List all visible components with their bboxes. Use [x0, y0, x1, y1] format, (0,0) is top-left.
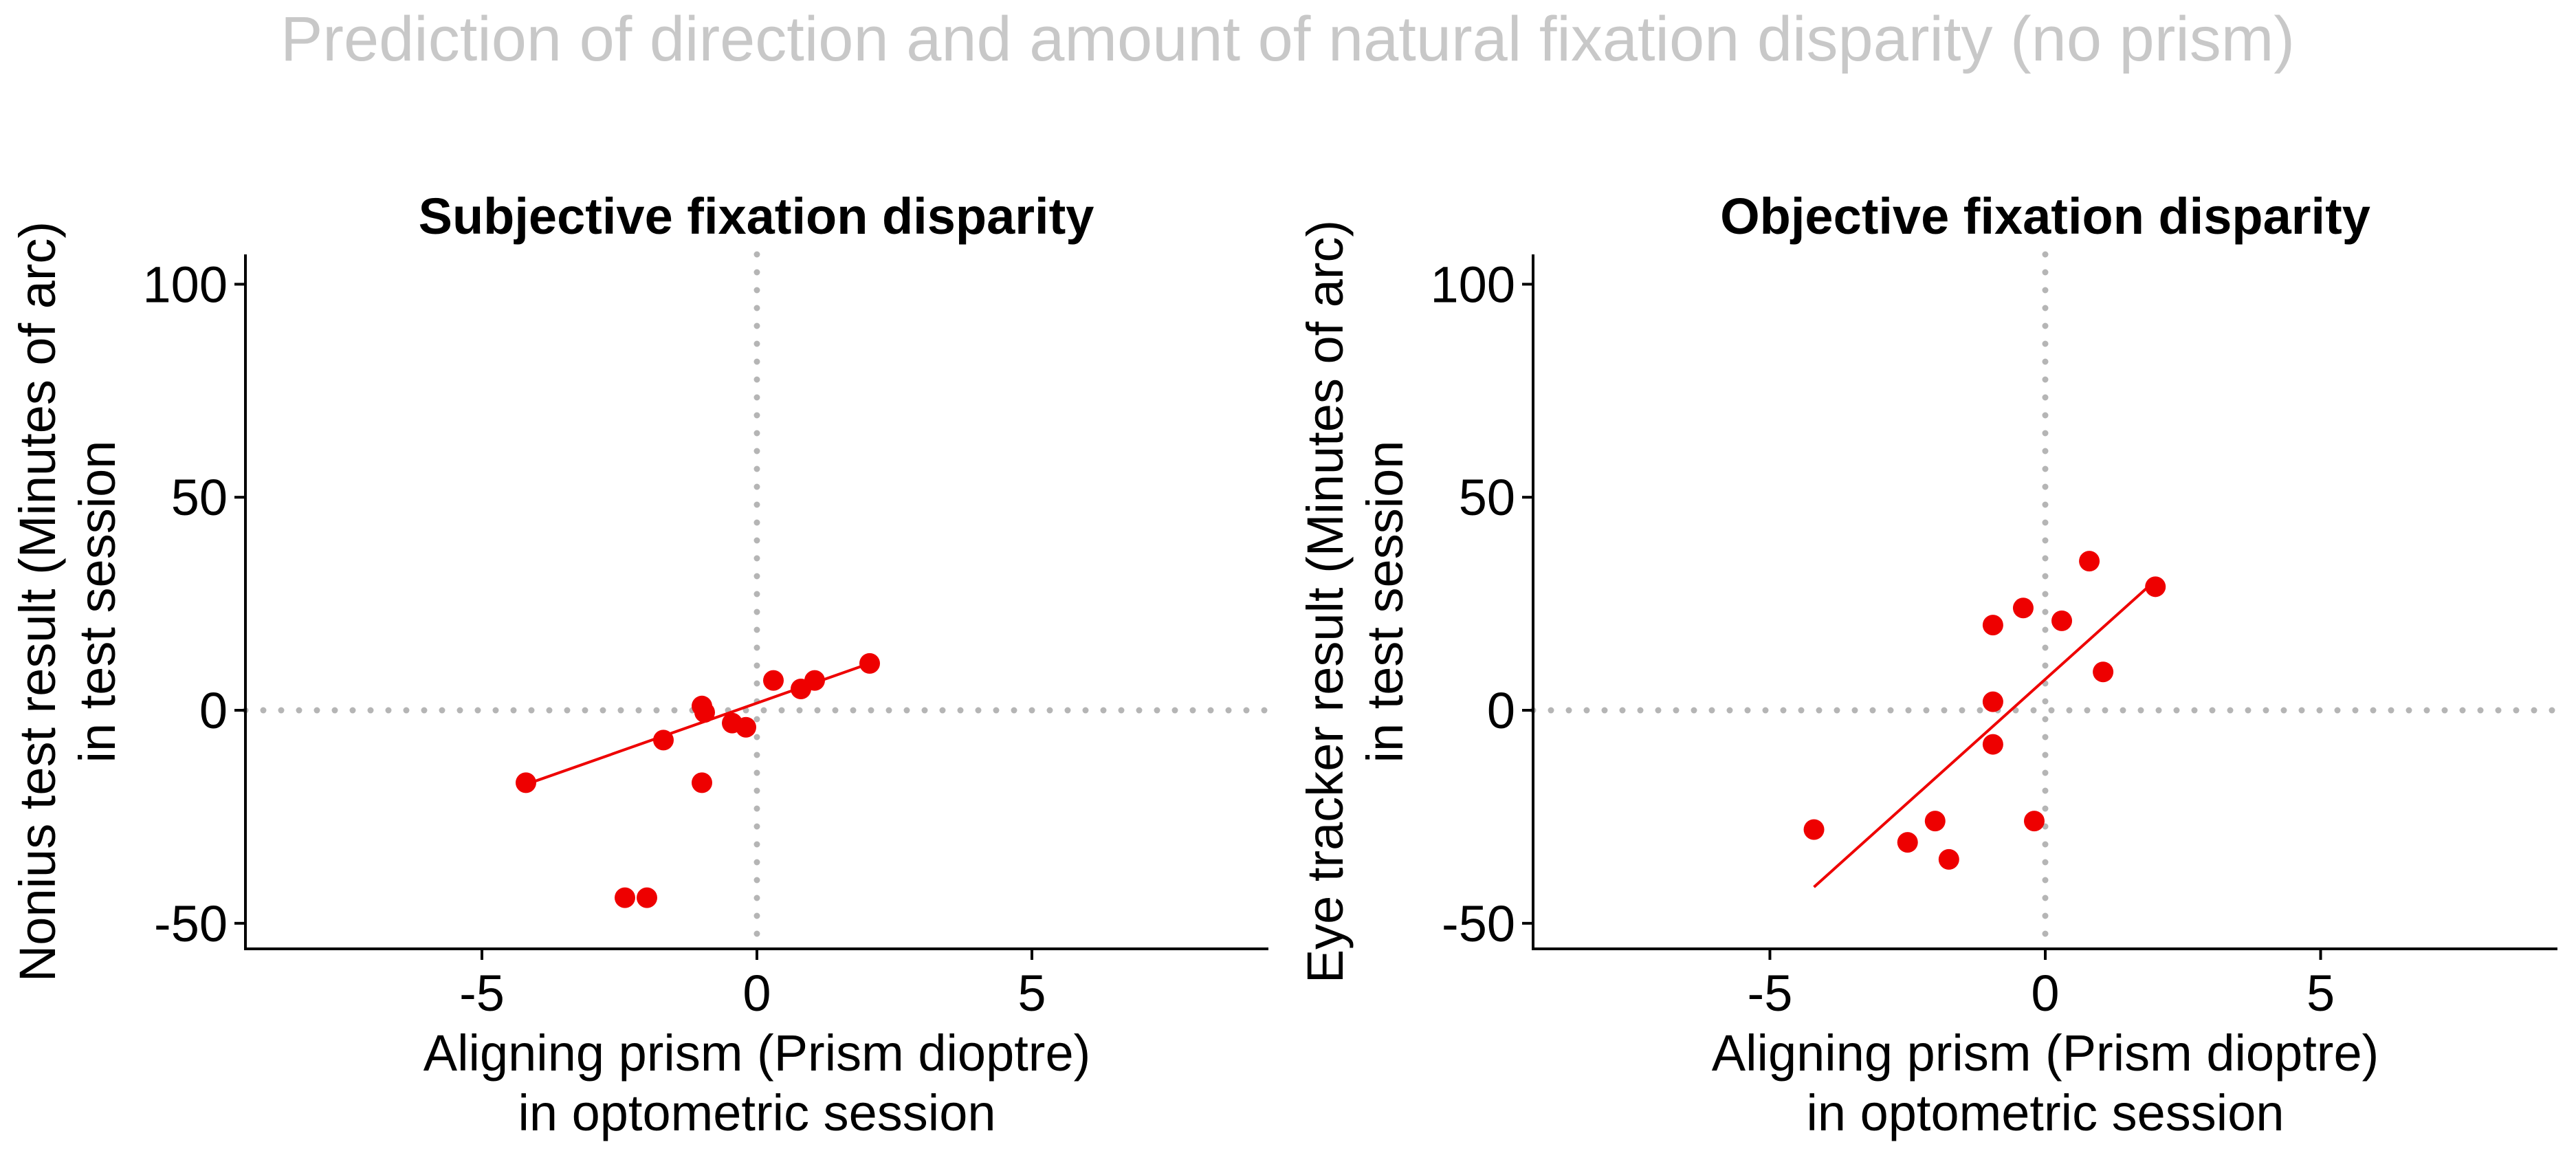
chart1-xtick-label: 5: [2307, 965, 2335, 1022]
chart1-ytick-label: 100: [1431, 256, 1515, 313]
chart0-ytick-label: 100: [143, 256, 228, 313]
chart0-data-point: [763, 670, 784, 691]
chart1-title: Objective fixation disparity: [1720, 188, 2370, 245]
chart0-ytick-label: 0: [199, 682, 228, 739]
chart0-data-point: [694, 702, 715, 723]
figure-title: Prediction of direction and amount of na…: [280, 4, 2295, 74]
chart1-data-point: [2145, 576, 2166, 598]
chart0-data-point: [615, 887, 635, 908]
chart1-xlabel-line: in optometric session: [1806, 1084, 2284, 1141]
chart1-data-point: [1982, 691, 2003, 712]
chart0-ytick-label: 50: [171, 469, 228, 526]
chart1-fit-line: [1813, 579, 2157, 888]
chart1-data-point: [1982, 734, 2003, 755]
chart1-ylabel-line: in test session: [1356, 441, 1413, 763]
panel-subjective-fixation-disparity: Subjective fixation disparity-50050100-5…: [9, 188, 1272, 1141]
chart1-xlabel-line: Aligning prism (Prism dioptre): [1712, 1024, 2379, 1082]
chart1-ytick-label: 50: [1459, 469, 1515, 526]
chart1-ytick-label: 0: [1487, 682, 1515, 739]
chart0-xtick-label: 5: [1017, 965, 1046, 1022]
chart0-data-point: [804, 670, 825, 691]
chart1-data-point: [1803, 819, 1825, 840]
chart1-data-point: [1897, 832, 1918, 853]
chart0-ylabel-line: Nonius test result (Minutes of arc): [9, 221, 66, 982]
chart1-data-point: [2012, 598, 2034, 619]
chart1-data-point: [1938, 848, 1959, 870]
chart0-xlabel-line: Aligning prism (Prism dioptre): [423, 1024, 1091, 1082]
chart0-title: Subjective fixation disparity: [419, 188, 1094, 245]
chart0-ytick-label: -50: [154, 895, 228, 952]
chart1-data-point: [2079, 551, 2100, 572]
chart0-data-point: [859, 653, 880, 674]
chart0-data-point: [516, 772, 536, 793]
chart0-xlabel-line: in optometric session: [518, 1084, 995, 1141]
chart0-data-point: [653, 730, 674, 751]
chart1-data-point: [2023, 811, 2045, 832]
chart1-data-point: [1982, 615, 2003, 636]
chart1-ylabel-line: Eye tracker result (Minutes of arc): [1297, 220, 1354, 983]
chart1-data-point: [2051, 610, 2073, 631]
chart1-xtick-label: 0: [2031, 965, 2059, 1022]
chart0-data-point: [637, 887, 657, 908]
chart1-data-point: [1924, 811, 1946, 832]
chart0-xtick-label: -5: [459, 965, 505, 1022]
chart1-data-point: [2093, 661, 2114, 683]
chart1-xtick-label: -5: [1748, 965, 1793, 1022]
chart1-ytick-label: -50: [1442, 895, 1515, 952]
chart0-data-point: [736, 716, 756, 738]
chart0-ylabel-line: in test session: [69, 441, 126, 763]
chart0-data-point: [692, 772, 712, 793]
chart0-xtick-label: 0: [742, 965, 771, 1022]
